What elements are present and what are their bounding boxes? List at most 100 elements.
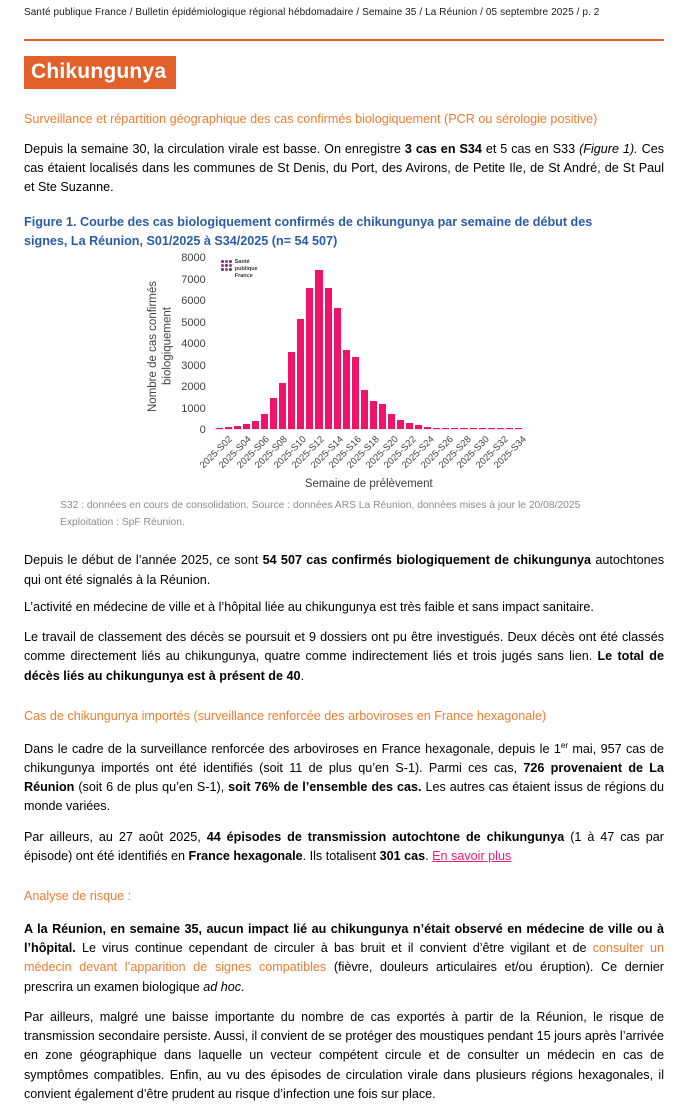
text-segment: . Ils totalisent — [302, 848, 380, 863]
bar-2025-S05 — [252, 421, 260, 430]
text-segment: et 5 cas en S33 — [481, 141, 580, 156]
text-segment: A la Réunion, en semaine 35, aucun impac… — [24, 921, 664, 956]
bar-2025-S31 — [487, 428, 495, 430]
y-tick-1000: 1000 — [181, 402, 206, 415]
text-segment: autochtones qui ont été signalés à la Ré… — [24, 553, 664, 587]
text-segment: 54 507 cas confirmés biologiquement de c… — [262, 553, 592, 568]
bar-2025-S13 — [324, 288, 332, 430]
bar-2025-S11 — [306, 287, 314, 430]
paragraph-circulation: Depuis la semaine 30, la circulation vir… — [24, 140, 664, 198]
bar-2025-S34 — [514, 428, 522, 430]
y-tick-6000: 6000 — [181, 295, 206, 308]
y-tick-7000: 7000 — [181, 273, 206, 286]
text-segment: 3 cas en S34 — [404, 141, 482, 156]
bar-2025-S01 — [215, 428, 223, 430]
surveillance-heading: Surveillance et répartition géographique… — [24, 112, 598, 127]
text-segment: Depuis la semaine 30, la circulation vir… — [24, 141, 405, 156]
bar-2025-S32 — [496, 428, 504, 430]
x-axis-ticks: 2025-S02 2025-S04 2025-S06 2025-S08 2025-S10… — [198, 430, 529, 482]
logo-dot — [224, 268, 228, 272]
bar-2025-S08 — [279, 382, 287, 430]
y-tick-8000: 8000 — [181, 252, 206, 265]
bar-2025-S10 — [297, 319, 305, 430]
bar-2025-S03 — [233, 425, 241, 430]
bar-2025-S26 — [442, 428, 450, 430]
bar-2025-S17 — [360, 389, 368, 430]
spf-logo-icon — [220, 260, 232, 272]
text-segment: Dans le cadre de la surveillance renforc… — [24, 741, 561, 756]
paragraph-deaths: Le travail de classement des décès se po… — [24, 628, 664, 686]
text-segment: 44 épisodes de transmission autochtone d… — [206, 829, 565, 844]
logo-dot — [228, 268, 232, 272]
figure-footnote: S32 : données en cours de consolidation.… — [60, 498, 664, 531]
bar-2025-S33 — [505, 428, 513, 430]
logo-dot — [220, 260, 224, 264]
text-segment: Ces cas étaient localisés dans les commu… — [24, 141, 665, 195]
text-segment: (fièvre, douleurs articulaires et/ou éru… — [24, 960, 664, 994]
bar-2025-S20 — [387, 414, 395, 430]
footnote-line-2: Exploitation : SpF Réunion. — [60, 516, 185, 528]
bar-2025-S18 — [369, 400, 377, 430]
imported-cases-heading: Cas de chikungunya importés (surveillanc… — [24, 708, 547, 723]
y-tick-4000: 4000 — [181, 338, 206, 351]
spf-logo: Santé publique France — [220, 259, 271, 279]
bar-2025-S29 — [469, 428, 477, 430]
text-segment: Les autres cas étaient issus de régions … — [24, 780, 664, 814]
y-axis-ticks: 8000 7000 6000 5000 4000 3000 2000 1000 0 — [177, 252, 213, 436]
text-segment: Par ailleurs, malgré une baisse importan… — [24, 1009, 664, 1101]
bar-2025-S07 — [270, 397, 278, 430]
bar-2025-S14 — [333, 307, 341, 430]
text-segment: (Figure 1). — [579, 141, 638, 156]
risk-analysis-heading: Analyse de risque : — [24, 889, 132, 904]
bar-2025-S12 — [315, 270, 323, 430]
paragraph-episodes: Par ailleurs, au 27 août 2025, 44 épisod… — [24, 828, 664, 867]
page-title: Chikungunya — [24, 56, 177, 90]
bar-2025-S25 — [433, 427, 441, 430]
figure-title: Figure 1. Courbe des cas biologiquement … — [24, 214, 593, 248]
text-segment: ad hoc — [203, 979, 242, 994]
figure-1-chart: Nombre de cas confirmés biologiquement 8… — [146, 252, 664, 491]
bar-2025-S15 — [342, 350, 350, 430]
text-segment: soit 76% de l’ensemble des cas. — [228, 780, 422, 795]
text-segment: er — [560, 740, 569, 750]
bar-2025-S16 — [351, 356, 359, 430]
bar-2025-S22 — [406, 422, 414, 430]
bar-plot: Santé publique France — [212, 258, 525, 431]
text-segment: mai, 957 cas de chikungunya importés ont… — [24, 741, 665, 775]
text-segment: . — [241, 979, 245, 994]
bar-2025-S19 — [378, 403, 386, 430]
paragraph-activity: L’activité en médecine de ville et à l’h… — [24, 598, 664, 617]
bar-2025-S24 — [424, 426, 432, 430]
text-segment: Depuis le début de l’année 2025, ce sont — [24, 553, 263, 568]
en-savoir-plus-link[interactable]: En savoir plus — [432, 848, 512, 863]
spf-logo-text: Santé publique France — [234, 259, 258, 279]
orange-divider — [24, 39, 664, 41]
paragraph-imported: Dans le cadre de la surveillance renforc… — [24, 740, 664, 817]
logo-dot — [228, 264, 232, 268]
logo-dot — [228, 260, 232, 264]
text-segment: (soit 6 de plus qu’en S-1), — [74, 780, 229, 795]
y-tick-5000: 5000 — [181, 316, 206, 329]
logo-dot — [220, 268, 224, 272]
y-tick-2000: 2000 — [181, 381, 206, 394]
text-segment: . — [300, 668, 304, 683]
bar-2025-S02 — [224, 427, 232, 430]
text-segment: Le travail de classement des décès se po… — [24, 630, 664, 664]
document-header: Santé publique France / Bulletin épidémi… — [24, 7, 600, 18]
footnote-line-1: S32 : données en cours de consolidation.… — [60, 500, 581, 512]
bar-2025-S30 — [478, 428, 486, 430]
bar-2025-S06 — [261, 413, 269, 430]
logo-dot — [224, 264, 228, 268]
bar-2025-S21 — [397, 420, 405, 430]
paragraph-total-cases: Depuis le début de l’année 2025, ce sont… — [24, 551, 664, 590]
text-segment: Le total de décès liés au chikungunya es… — [24, 649, 664, 683]
logo-dot — [220, 264, 224, 268]
y-tick-3000: 3000 — [181, 359, 206, 372]
bar-2025-S04 — [242, 424, 250, 430]
x-axis-label: Semaine de prélèvement — [304, 478, 433, 491]
paragraph-risk-reunion: A la Réunion, en semaine 35, aucun impac… — [24, 920, 664, 997]
text-segment: L’activité en médecine de ville et à l’h… — [24, 599, 594, 614]
logo-dot — [224, 260, 228, 264]
bar-2025-S28 — [460, 428, 468, 430]
text-segment: 726 provenaient de La Réunion — [24, 760, 664, 795]
